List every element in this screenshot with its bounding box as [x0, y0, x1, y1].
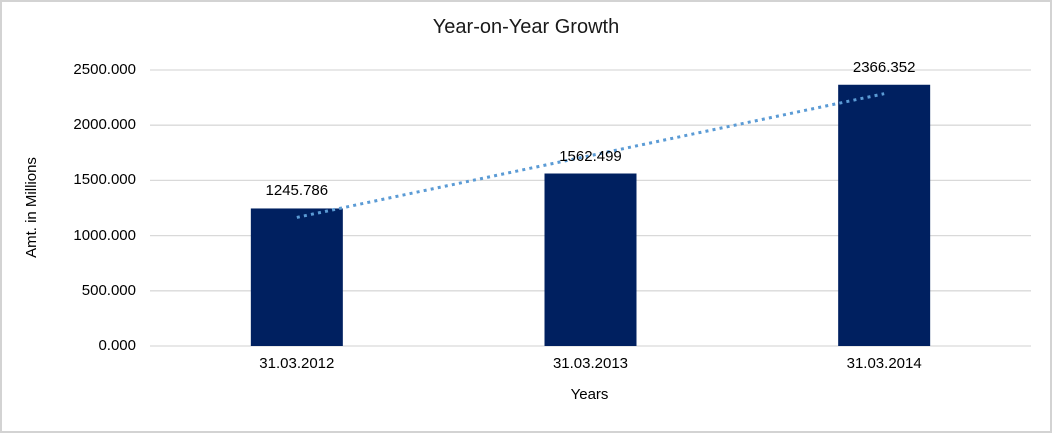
bar-value-label: 2366.352: [852, 58, 916, 76]
bar-value-label: 1562.499: [559, 147, 622, 165]
y-tick-label: 2500.000: [73, 61, 136, 78]
bar: [544, 173, 637, 346]
y-tick-label: 1000.000: [73, 226, 136, 244]
y-tick-label: 1500.000: [73, 171, 136, 189]
x-category-label: 31.03.2013: [552, 355, 629, 372]
chart-title: Year-on-Year Growth: [432, 16, 620, 38]
x-category-label: 31.03.2012: [259, 355, 335, 372]
y-tick-label: 500.000: [81, 281, 136, 299]
x-axis-title: Years: [570, 386, 609, 403]
x-category-label: 31.03.2014: [846, 355, 922, 372]
y-tick-label: 0.000: [98, 337, 136, 354]
bar-value-label: 1245.786: [265, 182, 329, 200]
bar: [838, 84, 931, 347]
bar: [250, 208, 343, 346]
y-tick-label: 2000.000: [73, 116, 136, 134]
